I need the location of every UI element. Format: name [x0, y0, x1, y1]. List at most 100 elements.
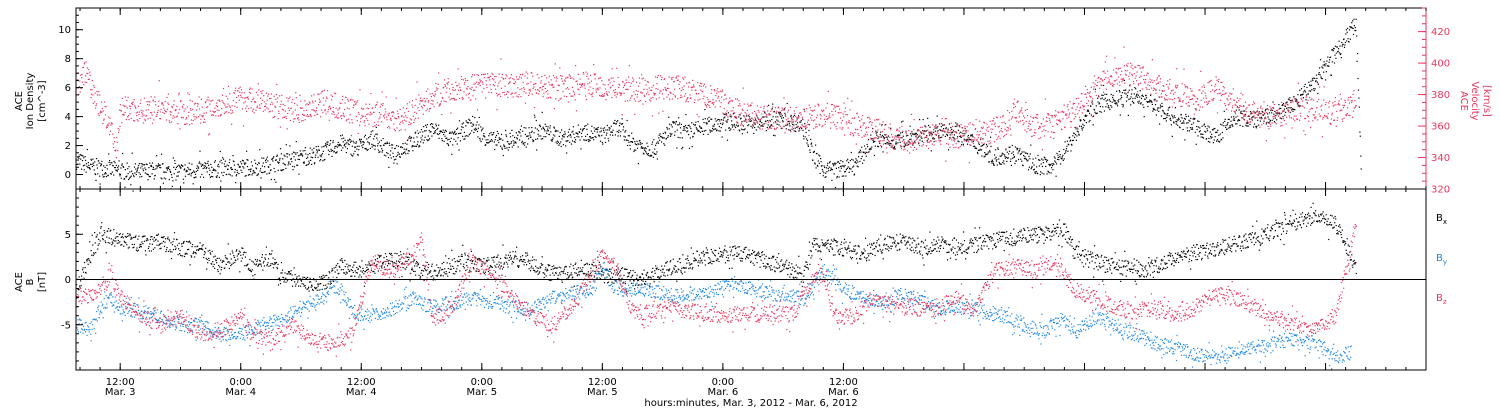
- velocity-point: [448, 96, 450, 98]
- velocity-point: [433, 106, 435, 108]
- velocity-point: [202, 115, 204, 117]
- density-point: [928, 124, 930, 127]
- density-point: [747, 125, 749, 127]
- density-point: [798, 130, 800, 132]
- density-point: [1209, 131, 1211, 133]
- density-point: [232, 155, 234, 157]
- density-point: [210, 175, 212, 178]
- density-point: [352, 140, 354, 142]
- density-point: [242, 160, 244, 162]
- density-point: [994, 158, 996, 160]
- density-point: [1224, 120, 1226, 122]
- density-point: [183, 169, 185, 171]
- velocity-point: [793, 130, 795, 132]
- density-point: [858, 152, 860, 154]
- velocity-point: [660, 75, 662, 77]
- density-point: [527, 135, 529, 137]
- density-point: [800, 120, 802, 122]
- density-point: [1072, 139, 1074, 141]
- velocity-point: [961, 135, 964, 137]
- velocity-point: [346, 107, 348, 109]
- density-point: [448, 144, 450, 147]
- density-point: [83, 157, 85, 159]
- velocity-point: [573, 92, 575, 94]
- velocity-point: [888, 127, 890, 129]
- velocity-point: [207, 96, 209, 98]
- density-point: [725, 129, 727, 131]
- density-point: [460, 132, 462, 134]
- density-point: [787, 120, 789, 123]
- density-point: [1284, 105, 1286, 107]
- velocity-point: [688, 86, 690, 88]
- velocity-point: [139, 117, 141, 119]
- velocity-point: [463, 91, 465, 93]
- velocity-point: [677, 79, 679, 81]
- density-point: [599, 140, 602, 142]
- density-point: [972, 136, 974, 138]
- density-point: [916, 134, 918, 136]
- density-point: [485, 144, 487, 146]
- density-point: [451, 153, 453, 155]
- velocity-point: [118, 109, 121, 111]
- density-point: [132, 173, 134, 175]
- velocity-point: [344, 108, 346, 111]
- density-point: [887, 135, 889, 137]
- velocity-point: [968, 123, 970, 125]
- density-point: [93, 169, 95, 171]
- velocity-point: [219, 115, 221, 117]
- density-point: [295, 141, 297, 143]
- density-point: [76, 156, 79, 158]
- density-point: [754, 127, 756, 129]
- density-point: [974, 145, 976, 148]
- velocity-point: [897, 136, 899, 138]
- density-point: [954, 125, 956, 128]
- density-point: [528, 138, 530, 140]
- velocity-point: [535, 83, 537, 85]
- velocity-point: [666, 96, 668, 98]
- density-point: [452, 144, 454, 146]
- density-point: [441, 140, 443, 142]
- velocity-point: [140, 99, 142, 101]
- density-point: [580, 132, 583, 134]
- velocity-point: [525, 71, 527, 73]
- velocity-point: [624, 100, 626, 102]
- density-point: [1173, 121, 1175, 123]
- density-point: [261, 157, 263, 159]
- density-point: [777, 120, 779, 122]
- density-point: [455, 140, 457, 142]
- density-point: [143, 164, 145, 166]
- velocity-point: [184, 123, 186, 125]
- density-point: [646, 152, 648, 154]
- density-point: [1143, 106, 1145, 108]
- density-point: [385, 155, 387, 157]
- density-point: [90, 159, 93, 161]
- density-point: [849, 168, 851, 170]
- density-point: [233, 164, 235, 166]
- density-point: [1089, 119, 1091, 122]
- density-point: [774, 121, 776, 123]
- density-point: [831, 179, 833, 181]
- velocity-point: [755, 112, 757, 114]
- density-point: [1063, 158, 1065, 160]
- density-point: [641, 147, 644, 149]
- velocity-point: [687, 101, 689, 103]
- velocity-point: [278, 110, 280, 112]
- velocity-point: [146, 101, 148, 103]
- velocity-point: [662, 89, 664, 91]
- density-point: [971, 134, 974, 136]
- velocity-point: [158, 80, 160, 82]
- velocity-point: [575, 65, 577, 67]
- density-point: [118, 165, 120, 167]
- velocity-point: [557, 90, 559, 92]
- velocity-point: [260, 103, 263, 105]
- density-point: [1228, 127, 1230, 129]
- density-point: [1258, 124, 1260, 126]
- density-point: [1186, 127, 1188, 129]
- density-point: [281, 169, 283, 171]
- velocity-point: [986, 123, 988, 125]
- density-point: [981, 145, 983, 147]
- density-point: [514, 141, 517, 143]
- density-point: [637, 143, 639, 145]
- density-point: [1124, 92, 1126, 94]
- velocity-point: [321, 90, 324, 92]
